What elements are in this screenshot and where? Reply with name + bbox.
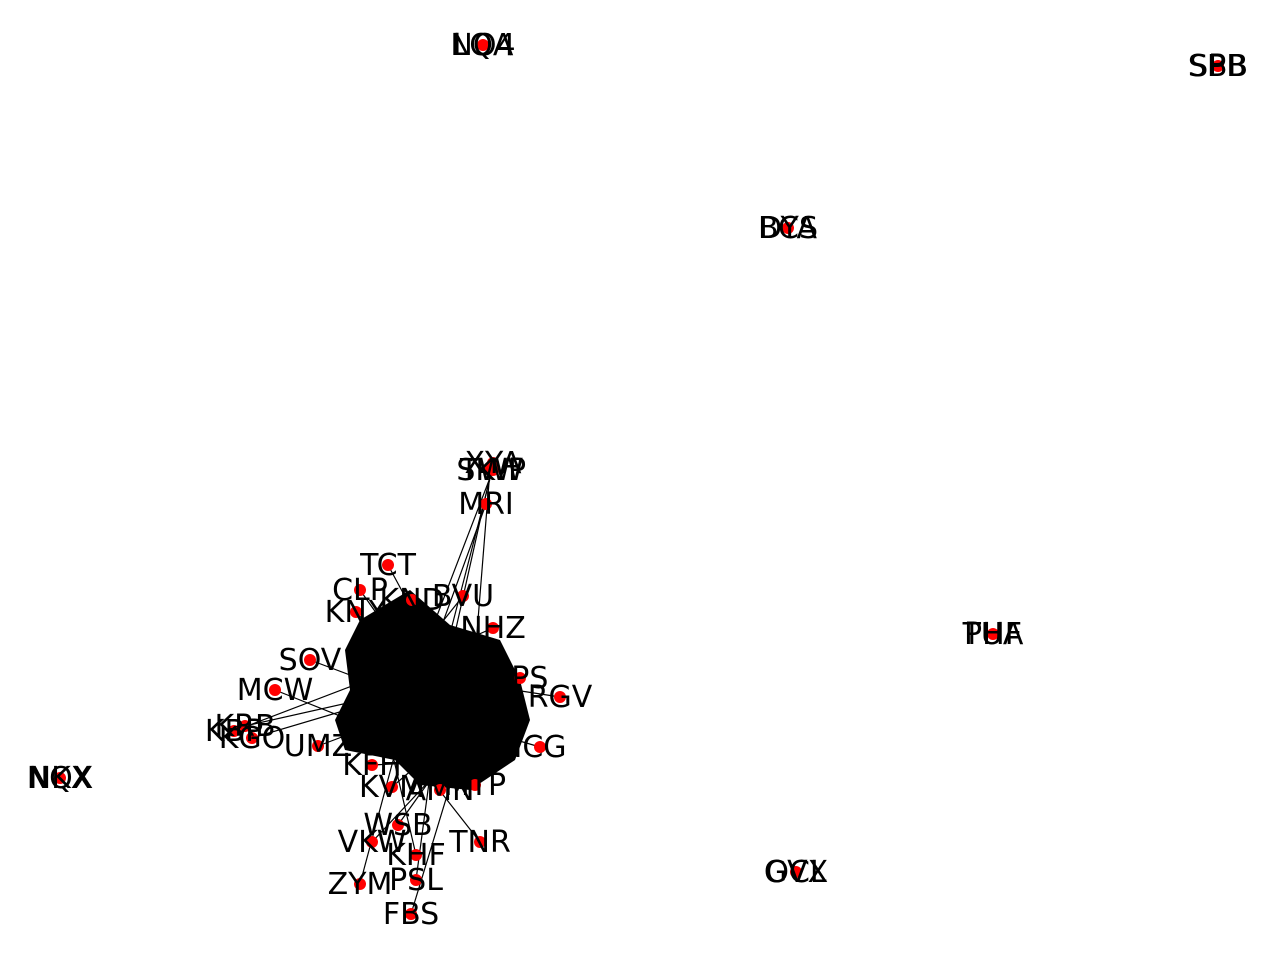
- graph-node: [304, 654, 316, 666]
- node-label: OCL: [765, 855, 827, 890]
- node-label: NHZ: [460, 611, 526, 646]
- graph-node: [354, 878, 366, 890]
- graph-node: [477, 39, 489, 51]
- graph-node: [239, 720, 251, 732]
- node-label: KFH: [342, 748, 402, 783]
- graph-node: [554, 691, 566, 703]
- graph-node: [405, 908, 417, 920]
- nodes-layer: [54, 39, 1224, 920]
- graph-node: [354, 584, 366, 596]
- graph-node: [366, 836, 378, 848]
- graph-node: [1212, 60, 1224, 72]
- node-label: SKW: [456, 453, 523, 488]
- graph-node: [434, 784, 446, 796]
- graph-node: [410, 874, 422, 886]
- graph-node: [987, 628, 999, 640]
- graph-node: [246, 732, 258, 744]
- node-label: KND: [379, 583, 444, 618]
- node-label: SBB: [1188, 49, 1248, 84]
- node-label: TWP: [459, 453, 526, 488]
- graph-node: [474, 836, 486, 848]
- node-label: CLP: [332, 573, 388, 608]
- graph-node: [410, 849, 422, 861]
- graph-edge: [371, 779, 431, 843]
- graph-node: [382, 559, 394, 571]
- node-label: PHF: [964, 617, 1022, 652]
- node-label: LQA: [453, 28, 514, 63]
- node-label: TUA: [962, 617, 1024, 652]
- node-label: NQX: [27, 761, 94, 796]
- graph-node: [480, 498, 492, 510]
- graph-edge: [397, 779, 431, 826]
- node-label: BVU: [432, 579, 494, 614]
- node-label: NKX: [29, 761, 92, 796]
- graph-node: [386, 781, 398, 793]
- graph-node: [484, 464, 496, 476]
- graph-node: [469, 779, 481, 791]
- node-label: DYA: [759, 211, 817, 246]
- graph-node: [782, 222, 794, 234]
- graph-node: [366, 759, 378, 771]
- node-label: KBP: [205, 714, 263, 749]
- graph-node: [406, 594, 418, 606]
- node-label: ICG: [513, 730, 566, 765]
- node-label: ZYM: [328, 867, 393, 902]
- graph-node: [487, 622, 499, 634]
- node-label: TCT: [359, 548, 417, 583]
- node-label: KHF: [386, 838, 446, 873]
- node-label: KVM: [359, 770, 425, 805]
- graph-node: [790, 866, 802, 878]
- node-label: MCW: [237, 673, 314, 708]
- labels-layer: LQANO4SBBSPBBCSDYATUAPHFNQXNKXOCLGVXXYAT…: [27, 28, 1248, 932]
- node-label: TNR: [448, 825, 511, 860]
- node-label: MTP: [444, 768, 506, 803]
- graph-node: [514, 672, 526, 684]
- node-label: WSB: [363, 808, 432, 843]
- node-label: UMZ: [284, 729, 352, 764]
- node-label: SPB: [1189, 49, 1247, 84]
- graph-node: [228, 725, 240, 737]
- cluster-mass: [335, 590, 530, 790]
- node-label: NO4: [450, 28, 515, 63]
- node-label: AMN: [406, 773, 475, 808]
- dense-cluster-edges: [335, 590, 530, 790]
- node-label: KGO: [219, 721, 286, 756]
- node-label: BCS: [758, 211, 818, 246]
- graph-node: [312, 740, 324, 752]
- node-label: MRI: [458, 487, 514, 522]
- node-label: KNX: [325, 595, 388, 630]
- graph-node: [534, 741, 546, 753]
- node-label: VKW: [338, 825, 407, 860]
- node-label: RGV: [528, 680, 593, 715]
- graph-node: [392, 819, 404, 831]
- node-label: KRB: [214, 709, 275, 744]
- node-label: KPS: [492, 661, 549, 696]
- graph-node: [350, 606, 362, 618]
- node-label: FBS: [383, 897, 439, 932]
- graph-node: [457, 590, 469, 602]
- node-label: GVX: [764, 855, 828, 890]
- node-label: XYA: [464, 446, 522, 481]
- graph-node: [54, 772, 66, 784]
- node-label: PSL: [389, 863, 443, 898]
- graph-node: [269, 684, 281, 696]
- node-label: SOV: [279, 643, 342, 678]
